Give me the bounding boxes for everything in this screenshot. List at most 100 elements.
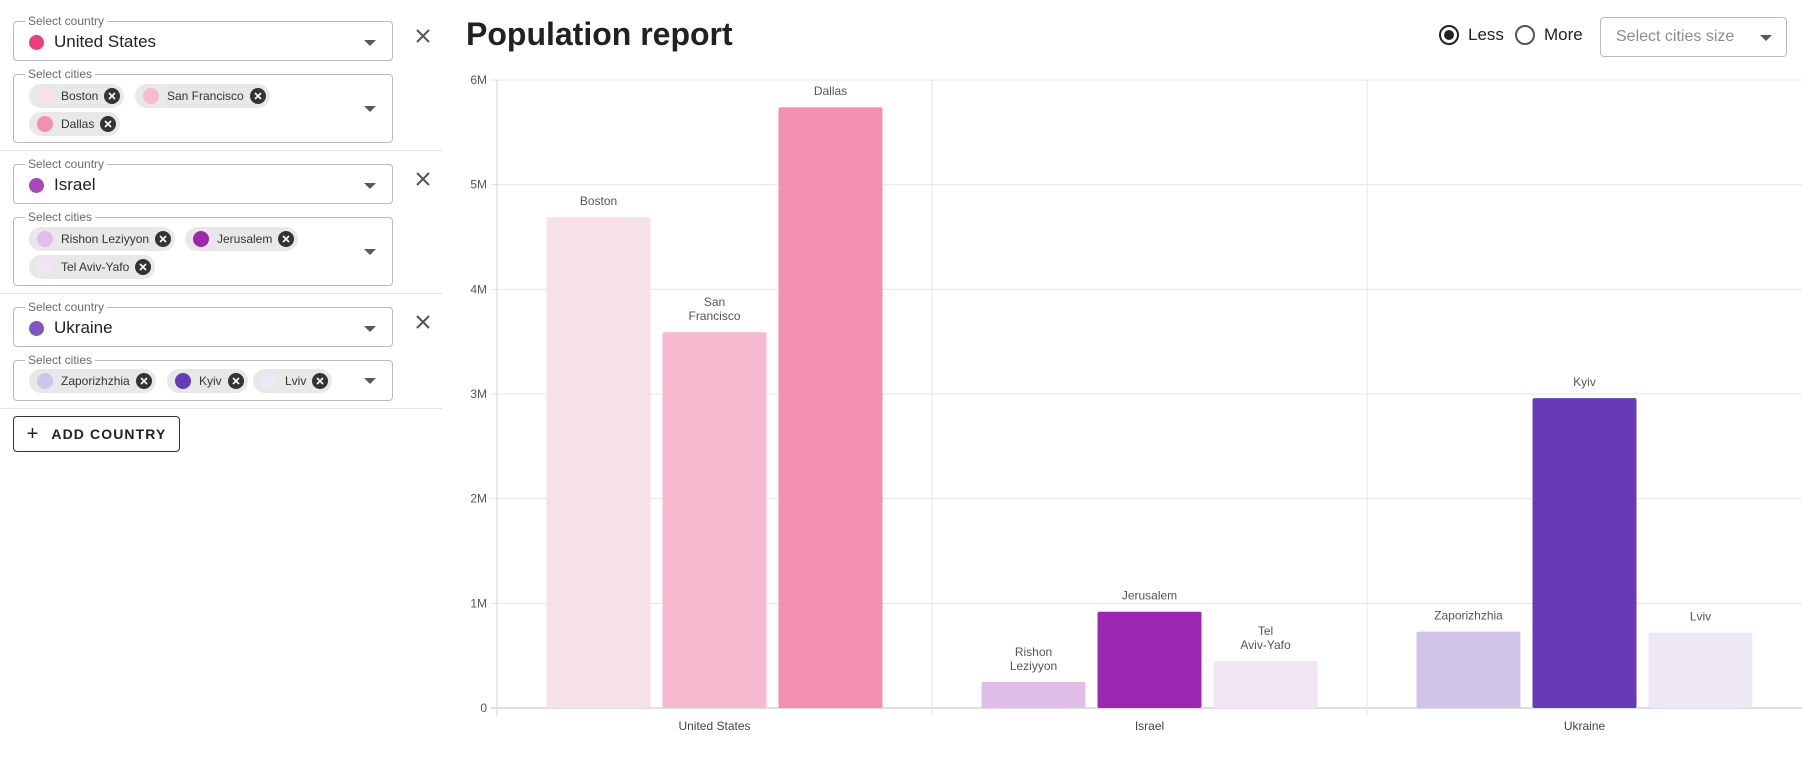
bar (662, 332, 767, 708)
chevron-down-icon[interactable] (364, 326, 376, 332)
city-chip[interactable]: Jerusalem (185, 227, 299, 251)
close-icon[interactable] (415, 171, 431, 187)
bar-data-label: Lviv (1690, 610, 1711, 624)
y-tick-label: 4M (470, 282, 487, 296)
bar (1532, 398, 1637, 708)
city-color-dot (37, 88, 53, 104)
remove-chip-icon[interactable] (249, 88, 266, 104)
city-color-dot (143, 88, 159, 104)
y-tick-label: 6M (470, 73, 487, 87)
chevron-down-icon[interactable] (364, 378, 376, 384)
y-tick-label: 2M (470, 492, 487, 506)
country-select[interactable]: Select country Ukraine (13, 300, 393, 347)
country-select-value: Israel (54, 175, 96, 194)
city-chip[interactable]: Dallas (29, 112, 121, 136)
add-country-button[interactable]: + ADD COUNTRY (13, 416, 180, 452)
country-select-value: Ukraine (54, 318, 113, 337)
city-chip-label: Lviv (285, 374, 307, 388)
y-tick-label: 3M (470, 387, 487, 401)
cities-select-label: Select cities (25, 67, 96, 81)
remove-country-button[interactable] (410, 23, 436, 49)
chevron-down-icon[interactable] (364, 40, 376, 46)
bar (1213, 660, 1318, 708)
radio-unchecked-icon[interactable] (1515, 25, 1535, 45)
chevron-down-icon[interactable] (364, 183, 376, 189)
city-chip[interactable]: Tel Aviv-Yafo (29, 255, 156, 279)
city-chip-label: Boston (61, 89, 99, 103)
city-color-dot (37, 116, 53, 132)
country-select[interactable]: Select country United States (13, 14, 393, 61)
country-select-label: Select country (25, 14, 108, 28)
country-color-dot (29, 35, 44, 50)
city-chip[interactable]: San Francisco (135, 84, 270, 108)
radio-more[interactable]: More (1515, 25, 1583, 45)
bar (981, 681, 1086, 708)
city-color-dot (175, 373, 191, 389)
remove-chip-icon[interactable] (278, 231, 295, 247)
city-chip[interactable]: Zaporizhzhia (29, 369, 156, 393)
sidebar: Select country United States Select citi… (0, 0, 442, 760)
bar (1416, 631, 1521, 708)
bar-data-label: Kyiv (1573, 375, 1596, 389)
country-block: Select country Ukraine Select cities Zap… (0, 294, 442, 409)
cities-select[interactable]: Select cities Zaporizhzhia Kyiv Lviv (13, 353, 393, 401)
chevron-down-icon[interactable] (364, 249, 376, 255)
bar-data-label: Boston (580, 194, 617, 208)
close-icon[interactable] (415, 314, 431, 330)
remove-country-button[interactable] (410, 309, 436, 335)
country-color-dot (29, 178, 44, 193)
bar (1097, 611, 1202, 708)
country-select-value: United States (54, 32, 157, 51)
cities-select[interactable]: Select cities Rishon Leziyyon Jerusalem … (13, 210, 393, 286)
bar (778, 107, 883, 709)
remove-chip-icon[interactable] (135, 259, 152, 275)
radio-less-label: Less (1468, 25, 1504, 44)
add-country-label: ADD COUNTRY (51, 426, 167, 442)
bar-data-label: Tel Aviv-Yafo (1240, 624, 1291, 652)
remove-chip-icon[interactable] (312, 373, 329, 389)
city-chip[interactable]: Kyiv (167, 369, 248, 393)
plus-icon: + (26, 423, 40, 445)
x-tick-label: United States (678, 719, 750, 733)
y-tick-label: 1M (470, 596, 487, 610)
country-color-dot (29, 321, 44, 336)
remove-chip-icon[interactable] (227, 373, 244, 389)
city-color-dot (261, 373, 277, 389)
country-block: Select country United States Select citi… (0, 0, 442, 151)
radio-less[interactable]: Less (1439, 25, 1504, 45)
x-tick-label: Israel (1135, 719, 1164, 733)
country-select-label: Select country (25, 300, 108, 314)
close-icon[interactable] (415, 28, 431, 44)
city-chip[interactable]: Boston (29, 84, 125, 108)
city-color-dot (37, 373, 53, 389)
chevron-down-icon[interactable] (364, 106, 376, 112)
chevron-down-icon[interactable] (1760, 35, 1772, 41)
bar-data-label: Dallas (814, 84, 847, 98)
cities-select[interactable]: Select cities Boston San Francisco Dalla… (13, 67, 393, 143)
radio-checked-icon[interactable] (1439, 25, 1459, 45)
city-color-dot (193, 231, 209, 247)
y-tick-label: 0 (480, 701, 487, 715)
city-chip-label: Tel Aviv-Yafo (61, 260, 130, 274)
remove-country-button[interactable] (410, 166, 436, 192)
remove-chip-icon[interactable] (155, 231, 172, 247)
bar-data-label: Rishon Leziyyon (1010, 645, 1057, 673)
remove-chip-icon[interactable] (100, 116, 117, 132)
page-title: Population report (466, 16, 733, 52)
cities-size-select[interactable]: Select cities size (1600, 17, 1787, 57)
city-chip[interactable]: Rishon Leziyyon (29, 227, 176, 251)
bar (1648, 632, 1753, 708)
remove-chip-icon[interactable] (135, 373, 152, 389)
cities-select-label: Select cities (25, 353, 96, 367)
city-chip[interactable]: Lviv (253, 369, 333, 393)
city-color-dot (37, 259, 53, 275)
city-chip-label: Jerusalem (217, 232, 273, 246)
country-block: Select country Israel Select cities Rish… (0, 151, 442, 294)
y-tick-label: 5M (470, 178, 487, 192)
country-select[interactable]: Select country Israel (13, 157, 393, 204)
remove-chip-icon[interactable] (104, 88, 121, 104)
bar-data-label: San Francisco (688, 295, 740, 323)
country-select-label: Select country (25, 157, 108, 171)
city-chip-label: Dallas (61, 117, 95, 131)
